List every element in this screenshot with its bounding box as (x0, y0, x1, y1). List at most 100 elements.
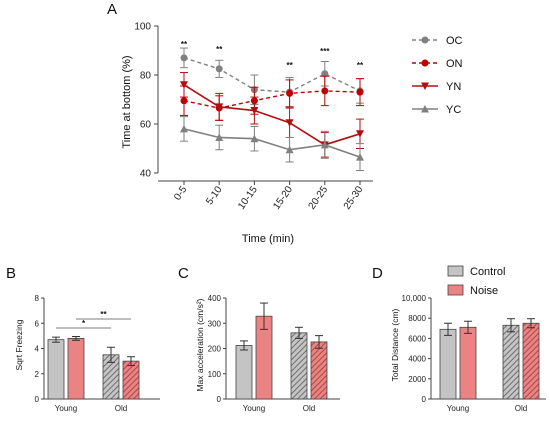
legend-label-oc: OC (446, 35, 463, 47)
data-point-oc (215, 65, 223, 73)
x-tick-label: 10-15 (236, 184, 260, 212)
y-tick-label: 4 (35, 345, 40, 354)
legend-marker (421, 82, 429, 90)
y-tick-label: 200 (208, 345, 222, 354)
y-tick-label: 10,000 (402, 294, 427, 303)
y-tick-label: 2000 (408, 375, 426, 384)
panel-c: C 0 100 200 300 400 Young Old Max acceleration… (178, 265, 340, 413)
y-tick-label: 300 (208, 319, 222, 328)
group-label-young: Young (55, 404, 77, 413)
bar-young-control (439, 328, 457, 400)
panel-d: D 0 2000 4000 6000 8000 10,000 Young Old Total … (372, 265, 546, 413)
panel-a: A 40 60 80 100 0-5 5-10 10-15 15-20 20-25 25-30 *… (107, 1, 463, 245)
data-point-yn (180, 81, 188, 89)
data-point-yn (356, 130, 364, 138)
panel-a-legend: OC ON YN YC (412, 35, 463, 116)
panel-d-ylabel: Total Distance (cm) (390, 308, 400, 381)
panel-a-marks: *********** (180, 40, 364, 172)
legend-label-yc: YC (446, 104, 461, 116)
bar-legend: Control Noise (447, 265, 505, 297)
comparison-label: * (82, 319, 86, 328)
y-tick-label: 100 (208, 370, 222, 379)
bar-old-noise (122, 360, 140, 400)
series-line-oc (183, 57, 361, 93)
legend-label-noise: Noise (470, 285, 498, 297)
data-point-yn (285, 119, 294, 127)
data-point-yn (250, 107, 259, 115)
x-tick-label: 5-10 (204, 184, 225, 207)
y-tick-label: 8 (35, 294, 40, 303)
significance-label: ** (357, 61, 364, 70)
y-tick-label: 0 (35, 395, 40, 404)
comparison-label: ** (100, 310, 107, 319)
panel-c-plot: 0 100 200 300 400 Young Old (208, 294, 340, 413)
data-point-yc (215, 133, 224, 141)
data-point-yc (320, 140, 329, 149)
y-tick-label: 40 (140, 169, 152, 180)
bar-old-noise (522, 322, 540, 400)
legend-swatch-noise (447, 284, 464, 296)
x-tick-label: 25-30 (342, 184, 366, 212)
bar-old-noise (310, 341, 328, 400)
y-tick-label: 6000 (408, 334, 426, 343)
group-label-young: Young (447, 404, 469, 413)
group-label-young: Young (243, 404, 265, 413)
data-point-on (180, 97, 188, 105)
bar-young-noise (459, 326, 477, 400)
panel-a-axes: 40 60 80 100 0-5 5-10 10-15 15-20 20-25 25-30 (134, 22, 373, 212)
series-line-on (183, 90, 361, 109)
panel-a-ylabel: Time at bottom (%) (121, 55, 133, 148)
panel-c-ylabel: Max acceleration (cm/s²) (195, 298, 205, 391)
x-tick-label: 0-5 (172, 184, 190, 203)
data-point-on (286, 89, 294, 97)
panel-c-letter: C (178, 265, 189, 282)
y-tick-label: 6 (35, 319, 40, 328)
series-line-yn (183, 84, 361, 146)
data-point-oc (321, 70, 329, 78)
x-tick-label: 20-25 (307, 184, 331, 212)
y-tick-label: 100 (134, 22, 151, 33)
data-point-on (321, 87, 329, 95)
y-tick-label: 0 (422, 395, 427, 404)
legend-marker (421, 36, 429, 44)
group-label-old: Old (515, 404, 527, 413)
panel-b-ylabel: Sqrt Freezing (14, 319, 24, 370)
legend-label-on: ON (446, 58, 463, 70)
significance-label: ** (216, 45, 223, 54)
legend-label-control: Control (470, 266, 505, 278)
y-tick-label: 2 (35, 370, 40, 379)
y-tick-label: 0 (217, 395, 222, 404)
legend-swatch-control (447, 265, 464, 277)
significance-label: ** (181, 40, 188, 49)
y-tick-label: 80 (140, 71, 152, 82)
data-point-on (356, 88, 364, 96)
panel-d-plot: 0 2000 4000 6000 8000 10,000 Young Old (402, 294, 546, 413)
legend-marker (421, 59, 429, 67)
bar-young-noise (67, 337, 85, 400)
group-label-old: Old (303, 404, 315, 413)
significance-label: *** (320, 47, 330, 56)
legend-marker (421, 105, 429, 113)
data-point-yc (250, 134, 259, 143)
y-tick-label: 4000 (408, 355, 426, 364)
panel-a-letter: A (107, 1, 117, 18)
bar-old-control (502, 324, 520, 400)
panel-d-letter: D (372, 265, 383, 282)
panel-b-letter: B (6, 265, 16, 282)
data-point-yc (285, 145, 294, 154)
y-tick-label: 60 (140, 120, 152, 131)
data-point-yc (356, 153, 364, 161)
data-point-yc (180, 124, 188, 133)
y-tick-label: 8000 (408, 314, 426, 323)
bar-young-control (235, 345, 253, 400)
panel-a-xlabel: Time (min) (242, 233, 294, 245)
data-point-oc (180, 54, 188, 62)
bar-young-control (47, 339, 65, 400)
y-tick-label: 400 (208, 294, 222, 303)
group-label-old: Old (115, 404, 127, 413)
data-point-yn (215, 103, 224, 111)
significance-label: ** (286, 61, 293, 70)
